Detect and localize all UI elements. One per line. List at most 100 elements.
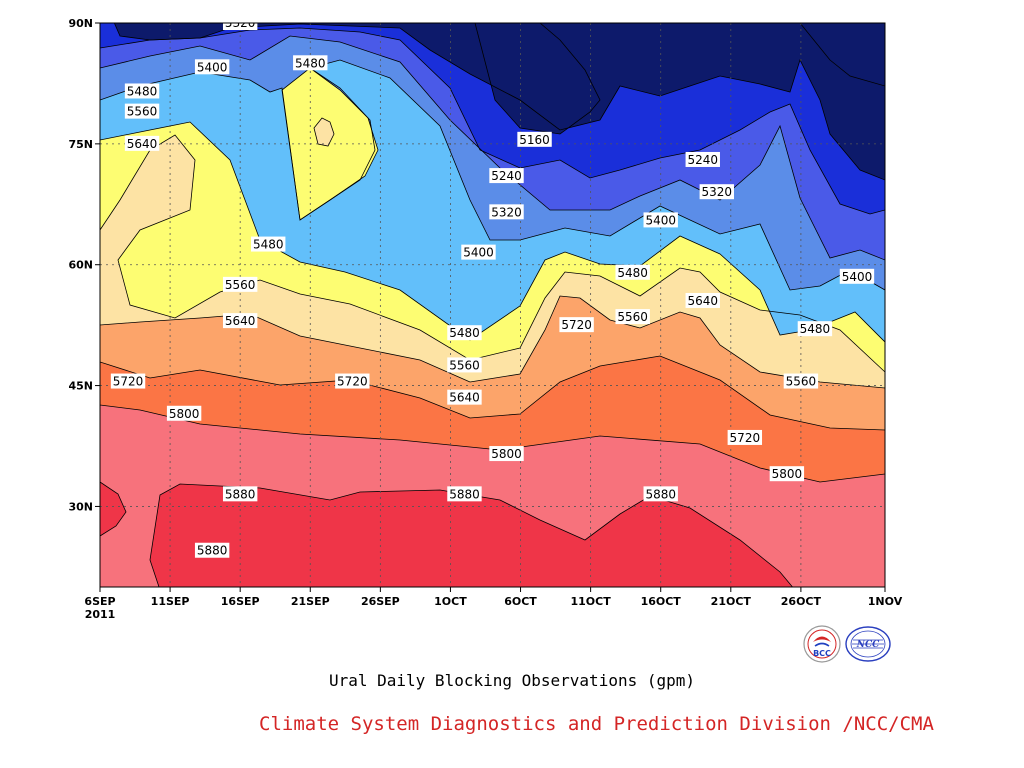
contour-label: 5400 — [194, 59, 230, 75]
org-credit: Climate System Diagnostics and Predictio… — [259, 713, 934, 735]
contour-label: 5880 — [643, 486, 678, 502]
contour-label-text: 5240 — [491, 169, 522, 183]
contour-label-text: 5880 — [449, 487, 480, 501]
grid-lines — [100, 23, 885, 587]
contour-label-text: 5480 — [800, 322, 831, 336]
contour-label: 5880 — [194, 542, 230, 558]
contour-label-text: 5800 — [169, 407, 200, 421]
contour-label: 5480 — [797, 321, 833, 337]
contour-label-text: 5560 — [225, 278, 256, 292]
ncc-logo-text: NCC — [856, 640, 880, 650]
contour-line-5160 — [799, 23, 885, 87]
contour-label-box — [194, 59, 230, 75]
contour-label-box — [489, 204, 524, 220]
contour-label-text: 5720 — [113, 375, 144, 389]
contour-label: 5320 — [699, 184, 734, 200]
contour-label-text: 5560 — [449, 358, 480, 372]
contour-label: 5800 — [769, 466, 805, 482]
y-tick-label: 30N — [68, 500, 93, 513]
contour-label: 5480 — [293, 55, 328, 71]
contour-label: 5720 — [335, 373, 370, 389]
contour-label-box — [685, 292, 720, 308]
contour-label-text: 5720 — [561, 318, 592, 332]
contour-label-box — [124, 135, 160, 151]
contour-label-box — [251, 236, 286, 252]
contour-label-box — [447, 357, 482, 373]
contour-label: 5240 — [489, 168, 524, 184]
contour-label-box — [194, 542, 230, 558]
x-tick-label: 1OCT — [434, 595, 467, 608]
contour-label-text: 5480 — [295, 56, 326, 70]
contour-label: 5560 — [783, 373, 819, 389]
bcc-logo-text: BCC — [813, 649, 831, 658]
contour-label-text: 5480 — [617, 266, 648, 280]
contour-label-text: 5640 — [687, 294, 718, 308]
contour-chart: 5320 5400 5480 5560 5640 5480 5480 5560 5640 5720… — [68, 16, 902, 621]
contour-label-text: 5880 — [645, 487, 676, 501]
contour-label-text: 5320 — [225, 16, 256, 30]
x-tick-label: 6OCT — [504, 595, 537, 608]
contour-label: 5800 — [166, 405, 202, 421]
contour-label: 5640 — [124, 135, 160, 151]
contour-label-text: 5640 — [225, 314, 256, 328]
contour-label: 5800 — [489, 446, 524, 462]
fill-band-5160 — [114, 23, 885, 180]
contour-label-box — [222, 313, 258, 329]
contour-label: 5240 — [685, 151, 720, 167]
contour-label: 5640 — [447, 389, 482, 405]
contour-line-5240 — [100, 23, 885, 215]
x-tick-label: 6SEP — [84, 595, 115, 608]
contour-label-box — [643, 486, 678, 502]
contour-label-box — [447, 325, 482, 341]
contour-label-box — [615, 309, 650, 325]
contour-label-text: 5560 — [617, 310, 648, 324]
contour-line-5320 — [100, 23, 885, 261]
x-tick-label: 21OCT — [711, 595, 752, 608]
contour-label-text: 5880 — [225, 487, 256, 501]
contour-label-box — [517, 131, 552, 147]
contour-label: 5880 — [447, 486, 482, 502]
contour-label-box — [124, 103, 160, 119]
contour-label-text: 5560 — [786, 375, 817, 389]
contour-label-box — [222, 486, 258, 502]
contour-label-box — [461, 244, 496, 260]
contour-label-text: 5320 — [491, 205, 522, 219]
contour-label-text: 5800 — [772, 467, 803, 481]
contour-label: 5480 — [615, 264, 650, 280]
contour-label-text: 5400 — [645, 213, 676, 227]
contour-label-box — [615, 264, 650, 280]
contour-label: 5320 — [489, 204, 524, 220]
y-tick-label: 60N — [68, 259, 93, 272]
contour-line-5400 — [100, 23, 885, 291]
contour-label: 5720 — [727, 429, 763, 445]
contour-label-text: 5320 — [702, 185, 733, 199]
high-5880-main-line — [149, 483, 794, 587]
contour-label-text: 5480 — [127, 84, 158, 98]
contour-label-box — [685, 151, 720, 167]
contour-label: 5560 — [615, 309, 650, 325]
contour-label: 5560 — [447, 357, 482, 373]
contour-label-box — [124, 83, 160, 99]
x-tick-label: 16SEP — [221, 595, 260, 608]
contour-label-box — [783, 373, 819, 389]
y-tick-label: 75N — [68, 138, 93, 151]
contour-label-text: 5400 — [197, 60, 228, 74]
contour-label: 5400 — [461, 244, 496, 260]
contour-label-text: 5240 — [687, 153, 718, 167]
contour-label: 5400 — [839, 268, 875, 284]
contour-label-box — [335, 373, 370, 389]
x-tick-label: 16OCT — [641, 595, 682, 608]
bcc-logo: BCC — [803, 625, 841, 663]
axes: 6SEP 11SEP 16SEP 21SEP 26SEP 1OCT 6OCT 11OCT 16O… — [68, 17, 902, 621]
contour-label-text: 5400 — [842, 270, 873, 284]
plot-frame — [99, 22, 886, 588]
contour-line-5800 — [100, 23, 885, 483]
contour-line-5640 — [100, 23, 885, 389]
contour-fills — [100, 23, 885, 587]
y-tick-label: 45N — [68, 380, 93, 393]
contour-label-box — [489, 446, 524, 462]
contour-label-text: 5720 — [337, 375, 368, 389]
contour-label-text: 5800 — [491, 447, 522, 461]
contour-label-box — [727, 429, 763, 445]
yellow-tongue-line — [281, 67, 379, 221]
